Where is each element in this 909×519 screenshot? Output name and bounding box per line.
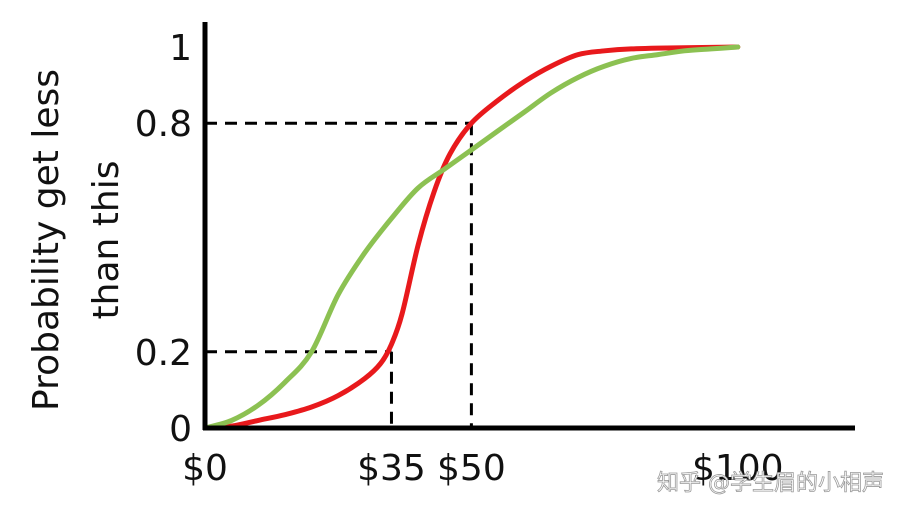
y-tick-label: 0.2 xyxy=(135,333,192,374)
x-tick-label: $50 xyxy=(437,448,506,489)
y-tick-label: 0.8 xyxy=(135,104,192,145)
y-axis-label-line-2: than this xyxy=(86,161,127,320)
watermark-text: 知乎 @学生眉的小相声 xyxy=(657,471,884,496)
reference-lines xyxy=(205,121,473,428)
x-tick-labels: $0 $35 $50 $100 xyxy=(182,448,784,489)
x-tick-label: $100 xyxy=(692,448,784,489)
x-tick-label: $0 xyxy=(182,448,228,489)
series-layer xyxy=(202,44,741,431)
y-tick-labels: 0 0.2 0.8 1 xyxy=(135,28,192,450)
series-line-1 xyxy=(202,44,741,431)
y-tick-label: 1 xyxy=(169,28,192,69)
x-tick-label: $35 xyxy=(357,448,426,489)
y-axis-label-line-1: Probability get less xyxy=(26,69,67,411)
y-tick-label: 0 xyxy=(169,409,192,450)
